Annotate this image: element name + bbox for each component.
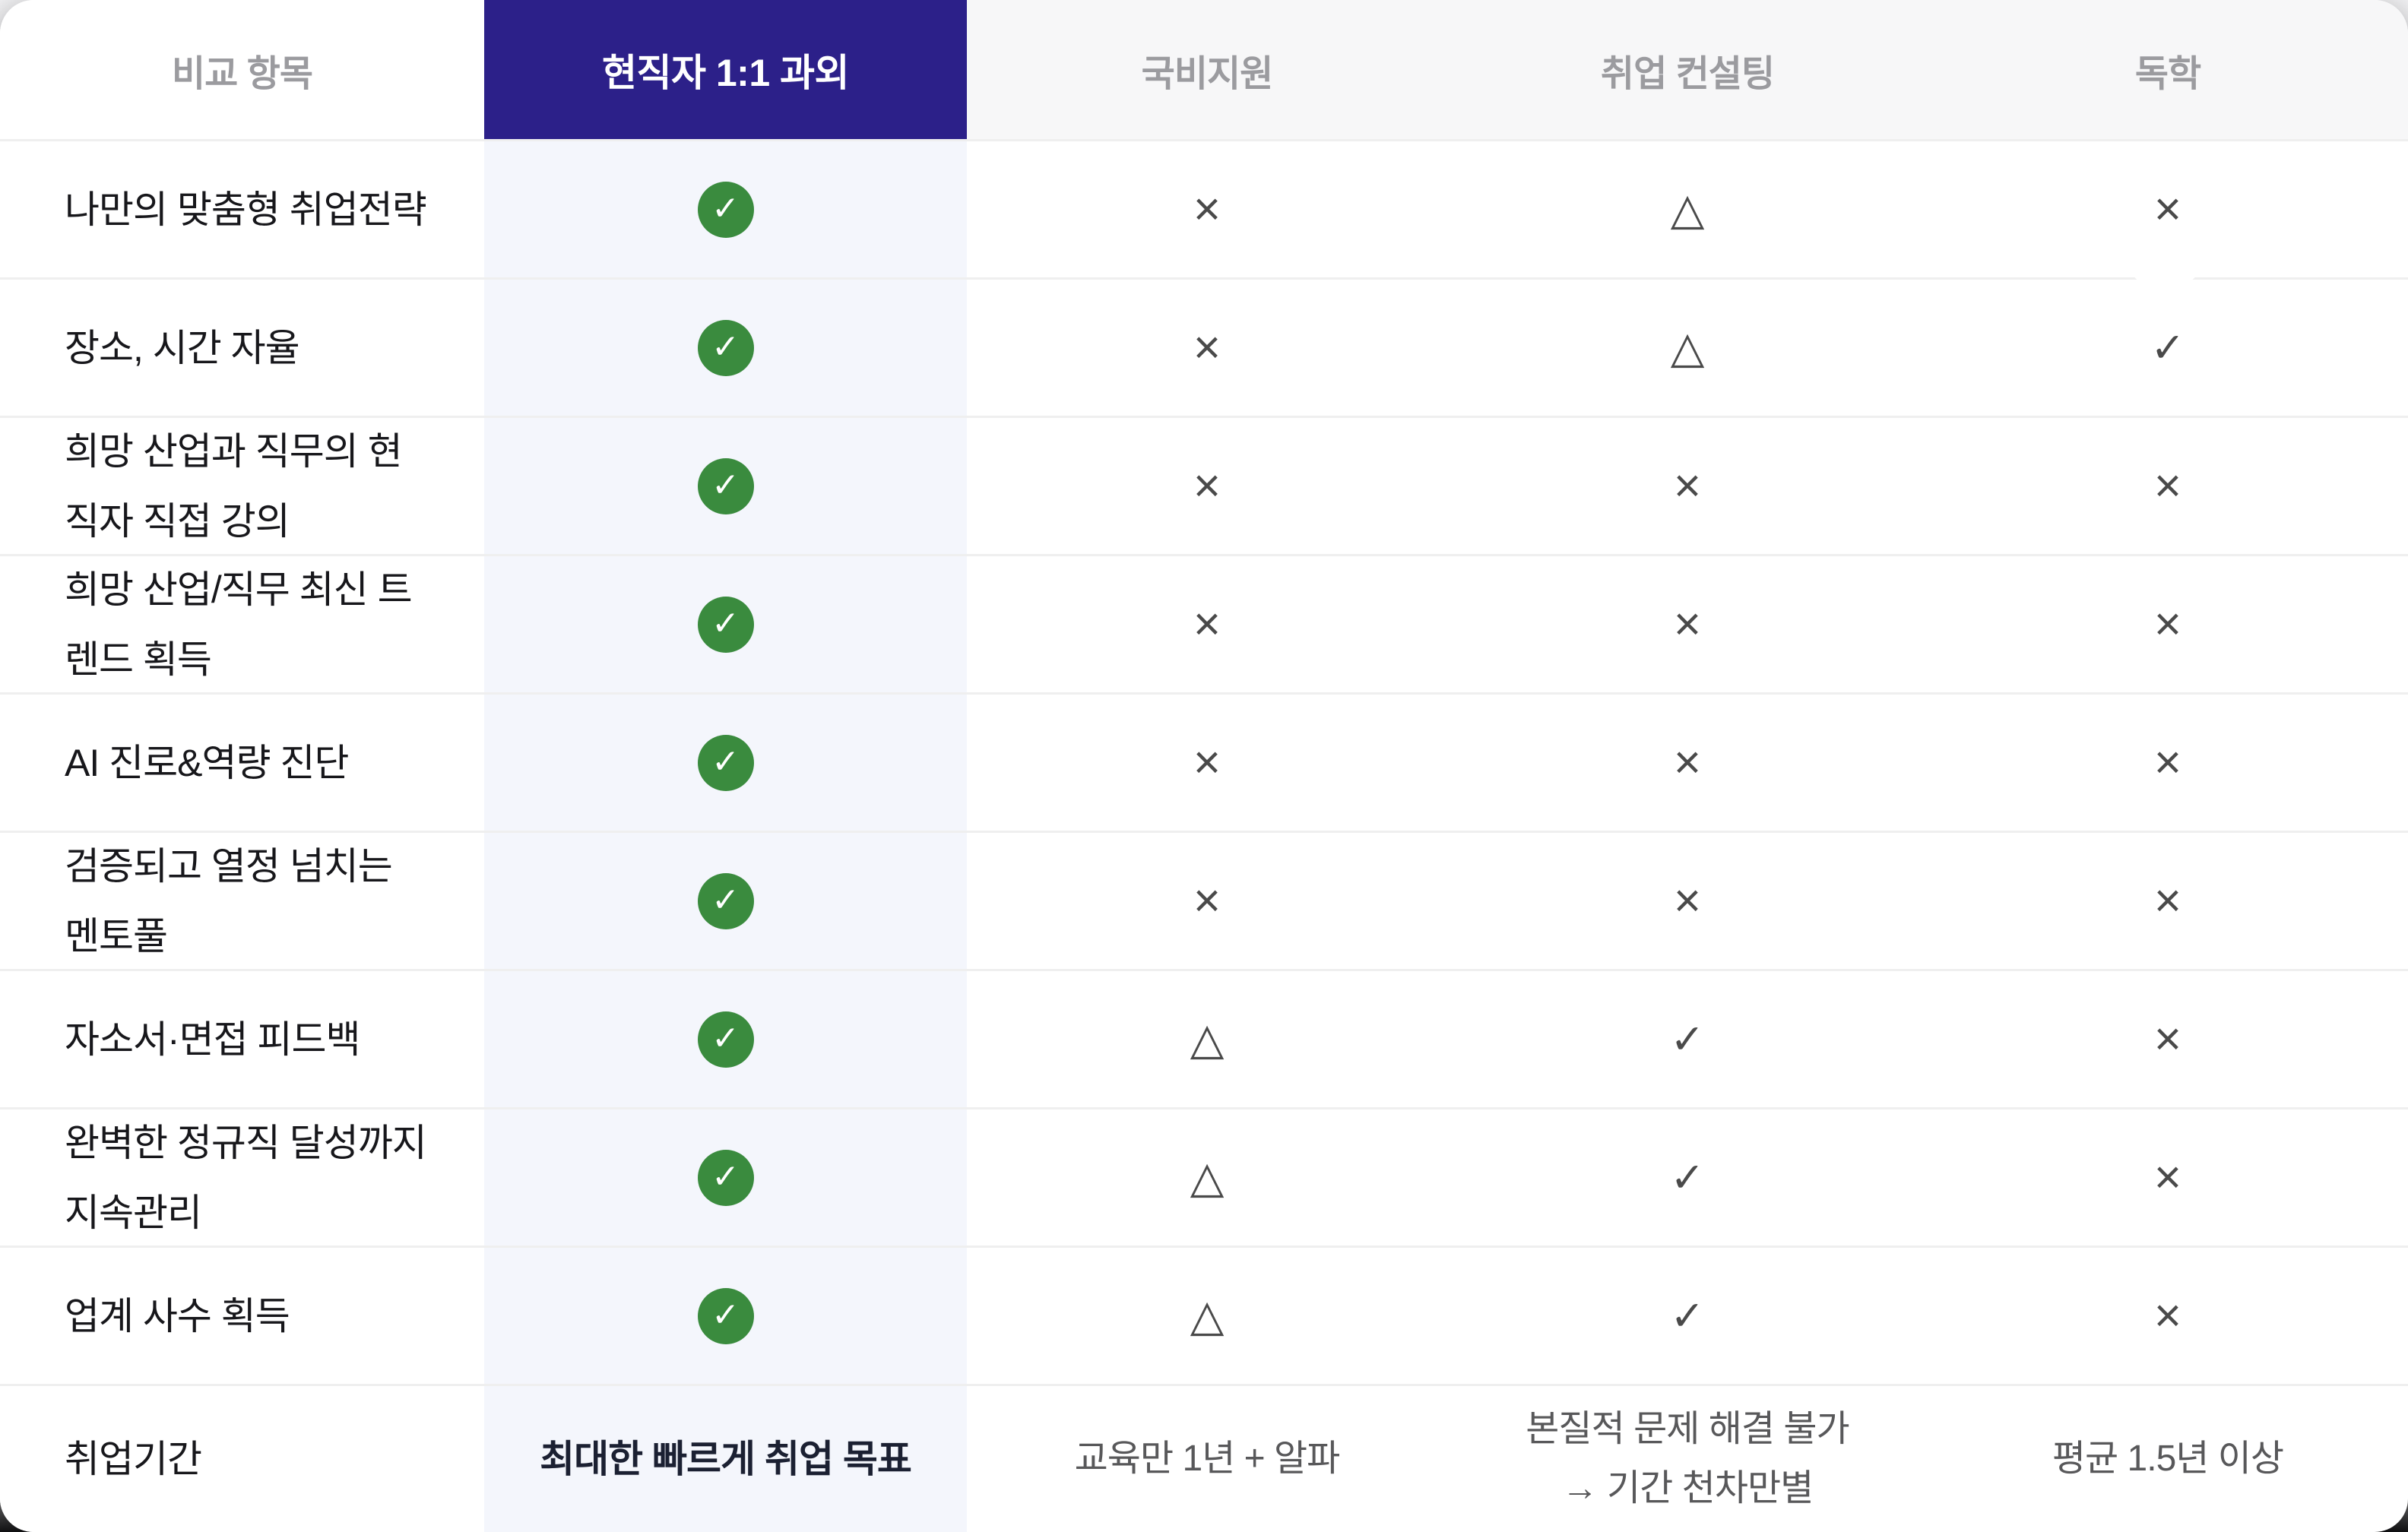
duration-text: 교육만 1년 + 알파 [1074,1439,1341,1479]
triangle-icon: △ [1670,184,1705,234]
value-cell: × [1928,692,2408,831]
value-cell: △ [967,969,1447,1107]
check-circle-icon: ✓ [697,181,754,238]
value-cell: × [967,277,1447,416]
value-cell: × [1447,416,1928,554]
value-cell: 교육만 1년 + 알파 [967,1384,1447,1532]
triangle-icon: △ [1670,322,1705,372]
value-cell: × [967,139,1447,277]
value-cell: × [967,416,1447,554]
x-icon: × [2153,1012,2182,1065]
check-circle-icon: ✓ [697,872,754,929]
value-cell: ✓ [1447,969,1928,1107]
x-icon: × [2153,459,2182,512]
highlight-cell: ✓ [484,554,967,692]
triangle-icon: △ [1190,1014,1225,1064]
row-label: AI 진로&역량 진단 [0,692,484,831]
value-cell: × [1447,692,1928,831]
check-circle-icon: ✓ [697,457,754,514]
header-self-study: 독학 [1928,0,2408,139]
header-one-on-one-tutoring: 현직자 1:1 과외 [484,0,967,139]
check-circle-icon: ✓ [697,596,754,653]
x-icon: × [1673,874,1702,927]
triangle-icon: △ [1190,1290,1225,1340]
x-icon: × [2153,1289,2182,1342]
x-icon: × [1193,182,1221,236]
check-icon: ✓ [1670,1154,1705,1201]
row-label: 자소서·면접 피드백 [0,969,484,1107]
header-government-funded: 국비지원 [967,0,1447,139]
value-cell: × [1928,139,2408,277]
highlight-cell: ✓ [484,416,967,554]
check-circle-icon: ✓ [697,734,754,791]
highlight-value-text: 최대한 빠르게 취업 목표 [540,1438,912,1480]
value-cell: × [1447,831,1928,969]
highlight-cell: ✓ [484,969,967,1107]
x-icon: × [1193,321,1221,374]
highlight-cell: 최대한 빠르게 취업 목표 [484,1384,967,1532]
highlight-cell: ✓ [484,1107,967,1246]
value-cell: × [967,831,1447,969]
value-cell: × [1447,554,1928,692]
row-label: 희망 산업과 직무의 현직자 직접 강의 [0,416,484,554]
highlight-cell: ✓ [484,692,967,831]
value-cell: × [1928,1107,2408,1246]
highlight-cell: ✓ [484,277,967,416]
value-cell: △ [967,1107,1447,1246]
value-cell: △ [1447,277,1928,416]
x-icon: × [1673,459,1702,512]
check-circle-icon: ✓ [697,1011,754,1068]
check-icon: ✓ [1670,1293,1705,1339]
row-label: 나만의 맞춤형 취업전략 [0,139,484,277]
value-cell: ✓ [1447,1107,1928,1246]
value-cell: △ [1447,139,1928,277]
value-cell: 평균 1.5년 이상 [1928,1384,2408,1532]
x-icon: × [2153,874,2182,927]
value-cell: × [1928,1246,2408,1384]
check-circle-icon: ✓ [697,319,754,376]
duration-text: 본질적 문제 해결 불가 → 기간 천차만별 [1526,1409,1849,1508]
x-icon: × [1193,736,1221,789]
x-icon: × [1193,597,1221,650]
highlight-cell: ✓ [484,831,967,969]
row-label: 희망 산업/직무 최신 트렌드 획득 [0,554,484,692]
x-icon: × [1673,597,1702,650]
value-cell: × [1928,416,2408,554]
value-cell: × [1928,969,2408,1107]
row-label: 검증되고 열정 넘치는 멘토풀 [0,831,484,969]
check-icon: ✓ [2150,324,2185,371]
x-icon: × [2153,597,2182,650]
row-label: 업계 사수 획득 [0,1246,484,1384]
value-cell: × [967,692,1447,831]
value-cell: 본질적 문제 해결 불가 → 기간 천차만별 [1447,1384,1928,1532]
row-label: 취업기간 [0,1384,484,1532]
triangle-icon: △ [1190,1152,1225,1202]
highlight-cell: ✓ [484,139,967,277]
duration-text: 평균 1.5년 이상 [2052,1439,2284,1479]
value-cell: × [967,554,1447,692]
highlight-cell: ✓ [484,1246,967,1384]
check-circle-icon: ✓ [697,1149,754,1206]
x-icon: × [1193,874,1221,927]
x-icon: × [2153,1151,2182,1204]
value-cell: △ [967,1246,1447,1384]
row-label: 완벽한 정규직 달성까지 지속관리 [0,1107,484,1246]
header-job-consulting: 취업 컨설팅 [1447,0,1928,139]
value-cell: × [1928,554,2408,692]
x-icon: × [1193,459,1221,512]
x-icon: × [2153,736,2182,789]
x-icon: × [2153,182,2182,236]
value-cell: × [1928,831,2408,969]
value-cell: ✓ [1447,1246,1928,1384]
header-criteria: 비교 항목 [0,0,484,139]
check-circle-icon: ✓ [697,1287,754,1344]
row-label: 장소, 시간 자율 [0,277,484,416]
x-icon: × [1673,736,1702,789]
check-icon: ✓ [1670,1016,1705,1062]
